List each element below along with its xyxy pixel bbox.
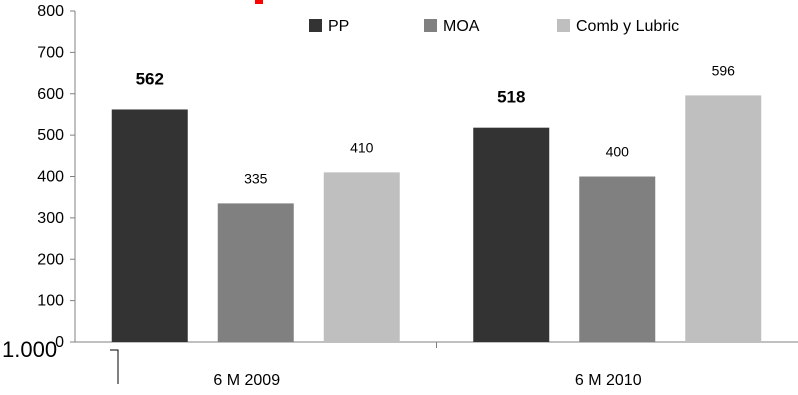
legend-label-moa: MOA: [443, 18, 480, 35]
axes: 0 100 200 300 400 500 600 700 800 6 M 2009 6 M 201…: [37, 3, 798, 389]
bar-comb-y-lubric-6-m-2009: [323, 172, 400, 342]
bar-pp-6-m-2009: [111, 109, 188, 342]
overlay-value-label: 1.000: [2, 337, 57, 362]
x-tick-label-6-m-2009: 6 M 2009: [213, 372, 280, 389]
bar-moa-6-m-2009: [217, 203, 294, 342]
overlay: 1.000: [2, 0, 263, 384]
legend-label-pp: PP: [328, 18, 349, 35]
y-tick-label: 700: [37, 44, 64, 61]
data-label-pp-6-m-2009: 562: [136, 69, 164, 88]
y-tick-label: 500: [37, 127, 64, 144]
bar-moa-6-m-2010: [579, 176, 656, 342]
data-label-pp-6-m-2010: 518: [497, 88, 525, 107]
data-label-comb-y-lubric-6-m-2010: 596: [712, 62, 736, 78]
data-label-moa-6-m-2009: 335: [244, 170, 268, 186]
bars: [111, 95, 762, 343]
bar-pp-6-m-2010: [473, 127, 550, 343]
data-label-moa-6-m-2010: 400: [606, 144, 630, 160]
y-tick-label: 200: [37, 251, 64, 268]
title-fragment: [255, 0, 263, 4]
y-tick-label: 100: [37, 293, 64, 310]
legend-swatch-comb-y-lubric: [557, 19, 570, 32]
y-tick-label: 600: [37, 86, 64, 103]
legend-swatch-pp: [309, 19, 322, 32]
overlay-bracket: [110, 349, 119, 384]
y-tick-label: 0: [55, 334, 64, 351]
bar-comb-y-lubric-6-m-2010: [685, 95, 762, 342]
legend-label-comb-y-lubric: Comb y Lubric: [576, 18, 679, 35]
y-tick-label: 300: [37, 210, 64, 227]
legend-swatch-moa: [424, 19, 437, 32]
x-tick-label-6-m-2010: 6 M 2010: [575, 372, 642, 389]
legend: PP MOA Comb y Lubric: [309, 18, 679, 35]
data-label-comb-y-lubric-6-m-2009: 410: [350, 139, 374, 155]
y-tick-label: 800: [37, 3, 64, 20]
y-tick-label: 400: [37, 169, 64, 186]
data-labels: 562 335 410 518 400 596: [136, 62, 736, 186]
